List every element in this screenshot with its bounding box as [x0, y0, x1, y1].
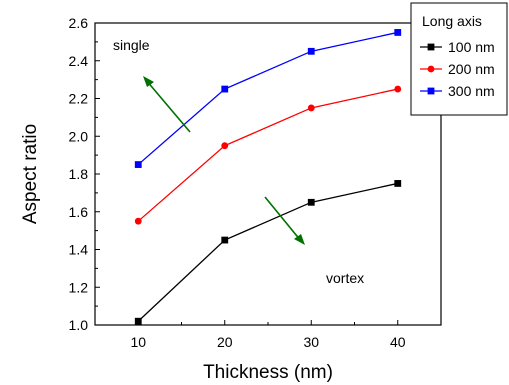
axis-ticks: 10 20 30 40 1.0 1.2 1.4 1.6 1.8 2.0 2.2 2.4 2.6: [69, 15, 406, 350]
data-point: [307, 104, 315, 112]
data-point: [394, 29, 402, 36]
single-arrow: [143, 76, 191, 133]
x-tick-label: 30: [303, 334, 319, 350]
y-tick-label: 2.0: [69, 128, 89, 144]
y-tick-label: 1.0: [69, 317, 89, 333]
series-line-200-nm: [137, 88, 398, 222]
x-tick-label: 10: [130, 334, 146, 350]
series-line-300-nm: [137, 31, 398, 166]
legend-marker: [427, 87, 435, 95]
data-point: [221, 236, 229, 244]
x-axis-title: Thickness (nm): [203, 362, 333, 383]
legend-label: 100 nm: [448, 39, 495, 55]
annotation-vortex: vortex: [326, 270, 364, 286]
vortex-arrow-line: [264, 196, 302, 242]
y-tick-label: 1.4: [69, 242, 89, 258]
y-tick-label: 2.4: [69, 53, 89, 69]
single-arrow-head: [143, 76, 154, 87]
legend-title: Long axis: [422, 13, 482, 29]
y-tick-label: 1.2: [69, 279, 89, 295]
legend-label: 200 nm: [448, 61, 495, 77]
series-line-100-nm: [137, 182, 398, 322]
vortex-arrow-head: [294, 234, 305, 245]
data-point: [221, 142, 229, 150]
data-point: [134, 161, 142, 168]
y-axis-title: Aspect ratio: [20, 124, 41, 224]
data-point: [134, 317, 142, 325]
y-tick-label: 1.6: [69, 204, 89, 220]
x-tick-label: 40: [390, 334, 406, 350]
vortex-arrow: [264, 196, 305, 245]
x-tick-label: 20: [217, 334, 233, 350]
data-point: [307, 198, 315, 206]
data-point: [221, 85, 229, 93]
legend-label: 300 nm: [448, 83, 495, 99]
y-tick-label: 1.8: [69, 166, 89, 182]
legend-marker: [427, 43, 435, 51]
legend: Long axis 100 nm 200 nm 300 nm: [410, 2, 508, 116]
legend-marker: [427, 65, 435, 73]
legend-items: 100 nm 200 nm 300 nm: [420, 39, 495, 99]
y-tick-label: 2.6: [69, 15, 89, 31]
data-point: [394, 180, 402, 187]
y-tick-label: 2.2: [69, 91, 89, 107]
series-layer: [134, 29, 402, 325]
legend-box: [410, 2, 508, 116]
single-arrow-line: [145, 79, 191, 133]
data-point: [307, 47, 315, 55]
data-point: [134, 217, 142, 225]
data-point: [394, 85, 402, 93]
plot-frame: [94, 22, 442, 326]
annotation-single: single: [113, 37, 150, 53]
